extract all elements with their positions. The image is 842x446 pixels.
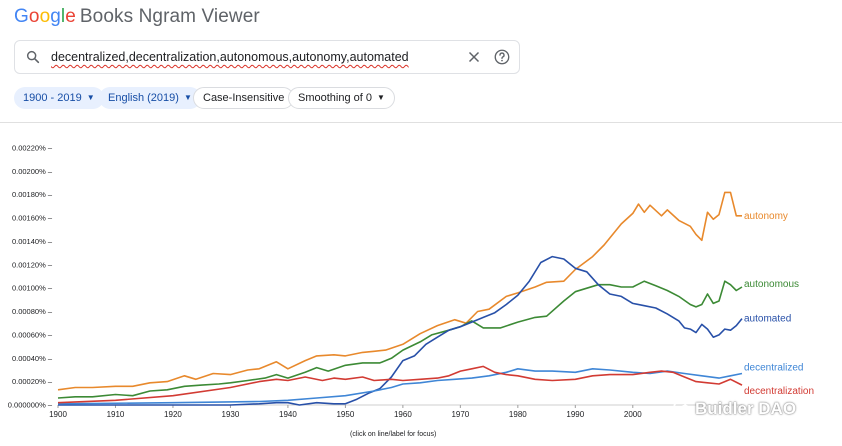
chevron-down-icon: ▼ xyxy=(86,93,95,102)
header-divider xyxy=(0,122,842,123)
year-range-label: 1900 - 2019 xyxy=(23,92,82,104)
x-tick-label: 1950 xyxy=(336,410,354,419)
y-tick-label: 0.00100% – xyxy=(12,284,53,293)
y-tick-label: 0.00200% – xyxy=(12,167,53,176)
case-insensitive-toggle[interactable]: Case-Insensitive xyxy=(193,87,295,109)
watermark: Buidler DAO xyxy=(673,399,796,419)
y-tick-label: 0.00060% – xyxy=(12,330,53,339)
corpus-label: English (2019) xyxy=(108,92,179,104)
logo-letter: o xyxy=(39,6,51,27)
smoothing-dropdown[interactable]: Smoothing of 0 ▼ xyxy=(288,87,395,109)
x-tick-label: 1900 xyxy=(49,410,67,419)
app-title: Books Ngram Viewer xyxy=(79,6,260,27)
x-tick-label: 1990 xyxy=(566,410,584,419)
x-tick-label: 1930 xyxy=(222,410,240,419)
year-range-dropdown[interactable]: 1900 - 2019 ▼ xyxy=(14,87,104,109)
logo-letter: e xyxy=(65,6,76,27)
y-tick-label: 0.00120% – xyxy=(12,260,53,269)
logo-letter: o xyxy=(28,6,40,27)
close-icon[interactable] xyxy=(465,48,483,66)
x-tick-label: 1910 xyxy=(107,410,125,419)
chart-hint: (click on line/label for focus) xyxy=(350,431,437,438)
series-line-automated[interactable] xyxy=(58,255,743,406)
series-line-autonomy[interactable] xyxy=(57,191,742,391)
x-tick-label: 1940 xyxy=(279,410,297,419)
series-label-decentralized[interactable]: decentralized xyxy=(744,362,803,373)
google-logo: Google xyxy=(14,6,76,27)
x-tick-label: 2000 xyxy=(624,410,642,419)
x-tick-label: 1920 xyxy=(164,410,182,419)
series-label-decentralization[interactable]: decentralization xyxy=(744,386,814,397)
smoothing-label: Smoothing of 0 xyxy=(298,92,372,104)
logo-letter: g xyxy=(50,6,61,27)
ngram-viewer-logo[interactable]: Google Books Ngram Viewer xyxy=(14,6,260,28)
y-tick-label: 0.000000% – xyxy=(8,401,53,410)
case-insensitive-label: Case-Insensitive xyxy=(203,92,285,104)
chevron-down-icon: ▼ xyxy=(183,93,192,102)
y-tick-label: 0.00220% – xyxy=(12,144,53,153)
logo-letter: G xyxy=(14,6,29,27)
y-tick-label: 0.00180% – xyxy=(12,190,53,199)
help-icon[interactable] xyxy=(493,48,511,66)
series-line-decentralization[interactable] xyxy=(57,365,743,404)
search-bar: decentralized,decentralization,autonomou… xyxy=(14,40,520,74)
series-label-automated[interactable]: automated xyxy=(744,314,791,325)
logo-letter: l xyxy=(60,6,66,27)
x-tick-label: 1960 xyxy=(394,410,412,419)
search-input[interactable]: decentralized,decentralization,autonomou… xyxy=(51,50,409,64)
x-tick-label: 1980 xyxy=(509,410,527,419)
x-tick-label: 1970 xyxy=(451,410,469,419)
search-icon[interactable] xyxy=(25,49,41,65)
watermark-text: Buidler DAO xyxy=(695,399,797,418)
series-label-autonomous[interactable]: autonomous xyxy=(744,279,799,290)
y-tick-label: 0.00140% – xyxy=(12,237,53,246)
corpus-dropdown[interactable]: English (2019) ▼ xyxy=(99,87,201,109)
y-tick-label: 0.00080% – xyxy=(12,307,53,316)
series-label-autonomy[interactable]: autonomy xyxy=(744,211,788,222)
wechat-icon xyxy=(673,399,691,419)
y-tick-label: 0.00020% – xyxy=(12,377,53,386)
y-tick-label: 0.00040% – xyxy=(12,354,53,363)
chevron-down-icon: ▼ xyxy=(377,93,385,102)
y-tick-label: 0.00160% – xyxy=(12,214,53,223)
ngram-chart: 0.000000% – 0.00020% – 0.00040% – 0.00060% … xyxy=(8,144,814,420)
